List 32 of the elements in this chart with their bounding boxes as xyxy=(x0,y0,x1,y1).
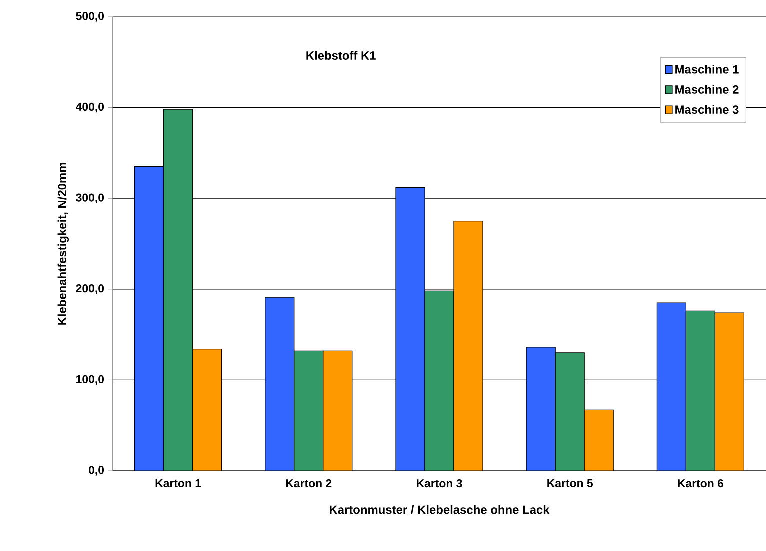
bar xyxy=(323,350,353,471)
x-tick-label: Karton 2 xyxy=(286,480,332,488)
x-tick-label: Karton 1 xyxy=(156,480,202,488)
y-axis-title: Klebenahtfestigkeit, N/20mm xyxy=(58,163,69,325)
bar xyxy=(555,352,585,471)
bar xyxy=(134,166,164,471)
y-tick-label: 100,0 xyxy=(76,375,104,386)
x-tick-label: Karton 3 xyxy=(417,480,462,488)
legend-label: Maschine 2 xyxy=(676,85,739,94)
bar xyxy=(424,290,454,471)
annotation: Klebstoff K1 xyxy=(306,51,376,60)
bar xyxy=(164,109,194,471)
y-tick-label: 200,0 xyxy=(76,284,104,294)
y-tick-label: 300,0 xyxy=(76,194,104,204)
x-tick-label: Karton 6 xyxy=(678,480,724,488)
bar xyxy=(454,221,484,471)
y-tick-label: 0,0 xyxy=(89,466,104,476)
legend-label: Maschine 3 xyxy=(676,105,739,114)
x-axis-title: Kartonmuster / Klebelasche ohne Lack xyxy=(330,505,550,514)
bar xyxy=(396,187,426,471)
bar xyxy=(686,310,716,471)
bar xyxy=(584,410,614,471)
y-tick-label: 400,0 xyxy=(76,102,104,113)
bar xyxy=(526,347,556,471)
bar xyxy=(192,349,222,471)
bar xyxy=(714,312,745,471)
y-tick-label: 500,0 xyxy=(76,12,104,22)
bar xyxy=(294,350,324,471)
legend-label: Maschine 1 xyxy=(676,65,739,74)
bar xyxy=(656,302,687,471)
x-tick-label: Karton 5 xyxy=(548,480,593,488)
bar xyxy=(265,297,295,471)
